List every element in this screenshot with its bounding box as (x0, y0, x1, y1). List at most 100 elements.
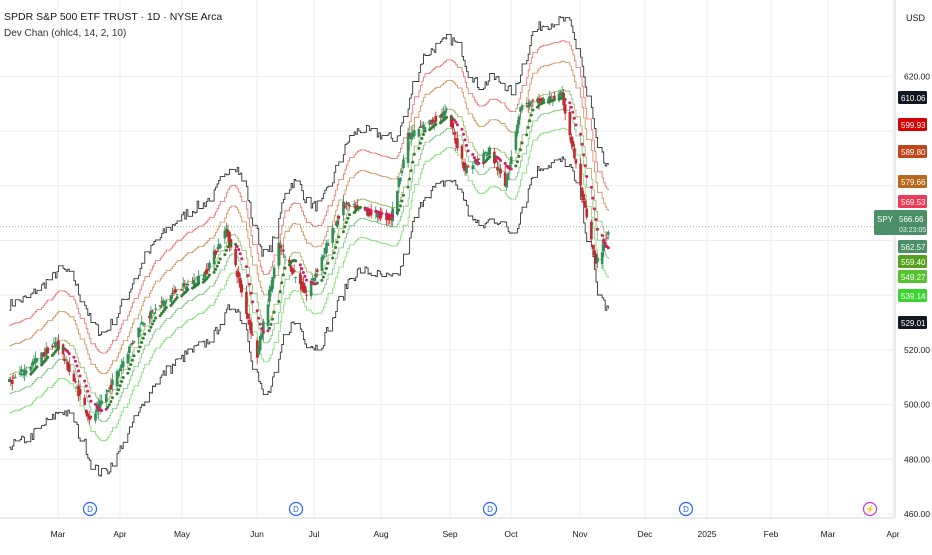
candle (536, 98, 539, 102)
trend-dot (234, 242, 238, 246)
candle (443, 110, 447, 116)
trend-dot (315, 281, 319, 285)
candle (309, 283, 313, 297)
candle (126, 354, 130, 364)
x-tick-label: Dec (637, 529, 653, 539)
trend-dot (283, 266, 287, 270)
price-label-tag (898, 255, 927, 268)
candle (143, 323, 147, 325)
candle (140, 321, 143, 325)
price-label-tag (898, 316, 927, 329)
dividend-event-icon[interactable]: D (288, 501, 304, 517)
trend-dot (335, 240, 339, 244)
candle (402, 159, 405, 169)
candle (583, 200, 587, 208)
candle (68, 364, 71, 372)
trend-dot (129, 363, 133, 367)
x-tick-label: Mar (51, 529, 66, 539)
candle (212, 250, 216, 265)
candle (131, 343, 134, 345)
candle (303, 285, 307, 294)
candle (21, 373, 25, 376)
trend-dot (529, 113, 533, 117)
earnings-event-icon[interactable]: ⚡ (862, 501, 878, 517)
candle (108, 387, 111, 389)
candle (66, 362, 70, 371)
candle (335, 220, 339, 228)
candle (208, 262, 211, 269)
candle (389, 217, 393, 221)
event-label: ⚡ (865, 504, 875, 514)
trend-dot (596, 227, 600, 231)
trend-dot (164, 306, 168, 310)
trend-dot (418, 141, 422, 145)
trend-dot (411, 160, 415, 164)
candle (302, 282, 305, 292)
candle (445, 108, 448, 110)
candle (546, 99, 550, 101)
candle (29, 366, 33, 371)
candle (579, 163, 582, 186)
dividend-event-icon[interactable]: D (678, 501, 694, 517)
candle (75, 387, 79, 389)
candle (32, 361, 36, 365)
price-label: 559.40 (901, 258, 926, 267)
trend-dot (334, 245, 338, 249)
candle (258, 336, 262, 350)
candle (7, 379, 11, 383)
trend-dot (460, 127, 464, 131)
candle (540, 97, 544, 102)
candle (165, 300, 168, 302)
indicator-label[interactable]: Dev Chan (ohlc4, 14, 2, 10) (4, 28, 127, 39)
candle (109, 384, 113, 390)
trend-dot (514, 164, 518, 168)
candle (100, 400, 103, 405)
trend-dot (471, 153, 475, 157)
candle (278, 245, 282, 249)
candle (154, 308, 157, 310)
candle (474, 159, 478, 165)
candle (453, 132, 456, 135)
trend-dot (35, 365, 39, 369)
trend-dot (408, 177, 412, 181)
x-tick-label: Jul (309, 529, 320, 539)
candle (342, 201, 345, 216)
candle (559, 92, 562, 98)
candle (52, 342, 56, 344)
trend-dot (281, 273, 285, 277)
candle (72, 373, 76, 382)
trend-dot (140, 341, 144, 345)
candle (477, 158, 481, 160)
candle (482, 152, 485, 162)
trend-dot (535, 105, 539, 109)
candle (255, 340, 259, 358)
candle (485, 155, 488, 157)
dividend-event-icon[interactable]: D (82, 501, 98, 517)
candle (591, 244, 595, 250)
candle (369, 209, 373, 216)
candle (234, 248, 237, 266)
candle (289, 265, 293, 272)
currency-label[interactable]: USD (906, 13, 926, 23)
candle (214, 251, 217, 255)
dividend-event-icon[interactable]: D (482, 501, 498, 517)
candle (496, 167, 499, 171)
trend-dot (238, 252, 242, 256)
candle (180, 289, 184, 291)
trend-dot (223, 253, 227, 257)
trend-dot (217, 261, 221, 265)
candle (486, 152, 490, 156)
trend-dot (331, 256, 335, 260)
candle (121, 361, 125, 368)
candle (283, 256, 287, 258)
trend-dot (246, 273, 250, 277)
trend-dot (150, 322, 154, 326)
candle (431, 119, 435, 123)
candle (385, 212, 388, 221)
candle (408, 133, 411, 137)
trend-dot (137, 349, 141, 353)
candle (271, 277, 274, 290)
trend-dot (266, 329, 270, 333)
